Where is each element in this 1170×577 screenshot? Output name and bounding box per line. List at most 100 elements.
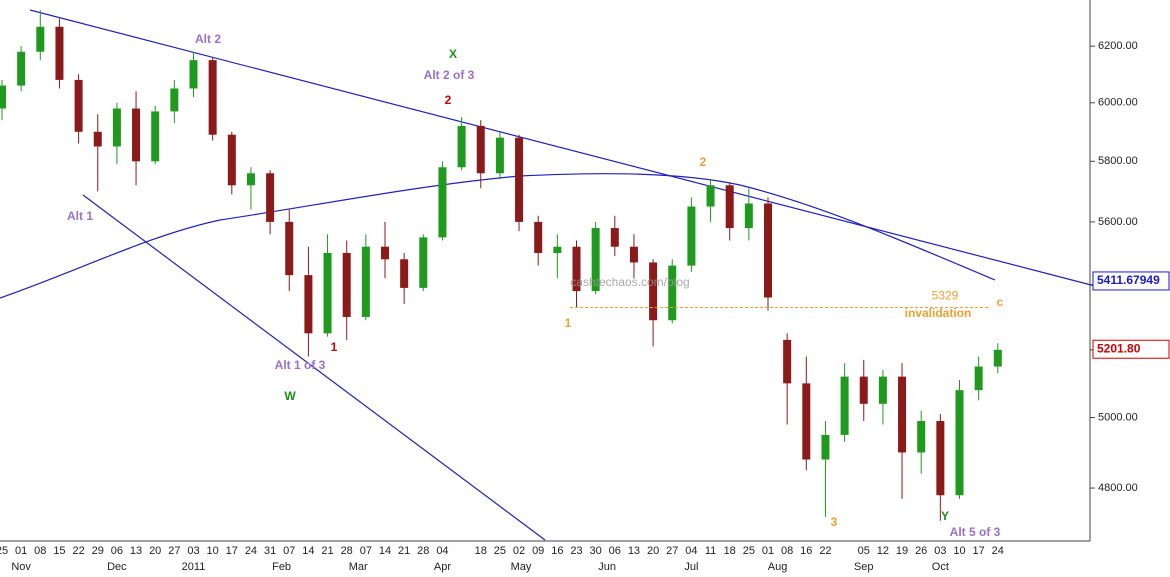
x-tick-label: 24 <box>245 545 257 557</box>
x-tick-label: 25 <box>494 545 506 557</box>
candle-body <box>112 108 121 147</box>
x-tick-label: 09 <box>532 545 544 557</box>
x-tick-label: 18 <box>475 545 487 557</box>
candle-body <box>419 237 428 288</box>
x-group-label: Feb <box>272 561 291 573</box>
y-tick-label: 6000.00 <box>1098 97 1138 109</box>
candle-body <box>400 259 409 288</box>
x-tick-label: 29 <box>92 545 104 557</box>
annotation: Alt 2 <box>195 32 221 46</box>
annotation: 2 <box>700 155 707 169</box>
x-tick-label: 27 <box>666 545 678 557</box>
x-tick-label: 21 <box>321 545 333 557</box>
annotation: Alt 1 of 3 <box>275 358 326 372</box>
watermark: cashtechaos.com/blog <box>570 275 689 289</box>
candle-body <box>132 108 141 162</box>
x-tick-label: 17 <box>226 545 238 557</box>
annotation: Alt 2 of 3 <box>424 68 475 82</box>
y-tick-label: 5600.00 <box>1098 216 1138 228</box>
x-tick-label: 12 <box>877 545 889 557</box>
candle-body <box>189 60 198 89</box>
x-tick-label: 16 <box>551 545 563 557</box>
candle-body <box>227 134 236 186</box>
x-tick-label: 13 <box>628 545 640 557</box>
candle-body <box>0 85 6 109</box>
x-tick-label: 16 <box>800 545 812 557</box>
candle-body <box>266 173 275 222</box>
x-tick-label: 19 <box>896 545 908 557</box>
candle-body <box>917 421 926 453</box>
y-tick-label: 5800.00 <box>1098 155 1138 167</box>
candle-body <box>687 206 696 266</box>
y-tick-label: 6200.00 <box>1098 40 1138 52</box>
candle-body <box>323 253 332 334</box>
candle-body <box>936 421 945 496</box>
x-tick-label: 11 <box>705 545 716 557</box>
x-tick-label: 08 <box>781 545 793 557</box>
x-tick-label: 13 <box>130 545 142 557</box>
x-tick-label: 14 <box>302 545 314 557</box>
x-tick-label: 06 <box>609 545 621 557</box>
annotation: 1 <box>565 316 572 330</box>
candle-body <box>342 253 351 317</box>
annotation: W <box>284 389 296 403</box>
x-group-label: Apr <box>434 561 451 573</box>
x-group-label: Nov <box>11 561 31 573</box>
x-tick-label: 25 <box>0 545 8 557</box>
candle-body <box>208 60 217 135</box>
x-tick-label: 22 <box>72 545 84 557</box>
candle-body <box>361 246 370 317</box>
candle-body <box>304 275 313 334</box>
x-tick-label: 20 <box>647 545 659 557</box>
candle-body <box>802 383 811 460</box>
trend-line <box>82 194 546 541</box>
candle-body <box>993 349 1002 367</box>
candle-body <box>17 51 26 86</box>
x-tick-label: 21 <box>398 545 410 557</box>
annotation: 2 <box>445 93 452 107</box>
candle-body <box>36 26 45 52</box>
candle-body <box>764 203 772 298</box>
candle-body <box>534 221 543 254</box>
x-tick-label: 08 <box>34 545 46 557</box>
candle-body <box>898 376 907 453</box>
price-tag-label: 5411.67949 <box>1097 273 1160 287</box>
candle-body <box>553 246 562 254</box>
x-tick-label: 26 <box>915 545 927 557</box>
x-tick-label: 03 <box>187 545 199 557</box>
x-tick-label: 30 <box>590 545 602 557</box>
x-group-label: 2011 <box>182 561 206 573</box>
price-tag-box <box>1092 271 1170 291</box>
x-tick-label: 03 <box>934 545 946 557</box>
candle-body <box>725 185 734 229</box>
candle-body <box>246 173 255 186</box>
x-tick-label: 01 <box>15 545 27 557</box>
x-tick-label: 23 <box>570 545 582 557</box>
candle-body <box>591 228 600 292</box>
x-group-label: Aug <box>768 561 788 573</box>
y-tick-label: 4800.00 <box>1098 482 1138 494</box>
x-group-label: Sep <box>854 561 874 573</box>
trend-line <box>29 9 1096 287</box>
x-tick-label: 07 <box>360 545 372 557</box>
candle-body <box>476 125 485 174</box>
x-group-label: May <box>511 561 532 573</box>
candle-body <box>381 246 389 260</box>
x-tick-label: 15 <box>53 545 65 557</box>
candle-body <box>495 137 504 174</box>
candle-body <box>74 79 83 132</box>
x-tick-label: 28 <box>341 545 353 557</box>
candle-body <box>859 376 868 404</box>
annotation: invalidation <box>905 306 972 320</box>
annotation: Y <box>941 509 949 523</box>
price-tag-label: 5201.80 <box>1097 341 1141 355</box>
y-tick-label: 5000.00 <box>1098 411 1138 423</box>
x-tick-label: 22 <box>819 545 831 557</box>
candle-body <box>515 137 524 222</box>
candle-body <box>457 125 466 168</box>
candle-body <box>783 339 792 384</box>
annotation: Alt 1 <box>67 209 93 223</box>
candle-body <box>649 262 658 321</box>
